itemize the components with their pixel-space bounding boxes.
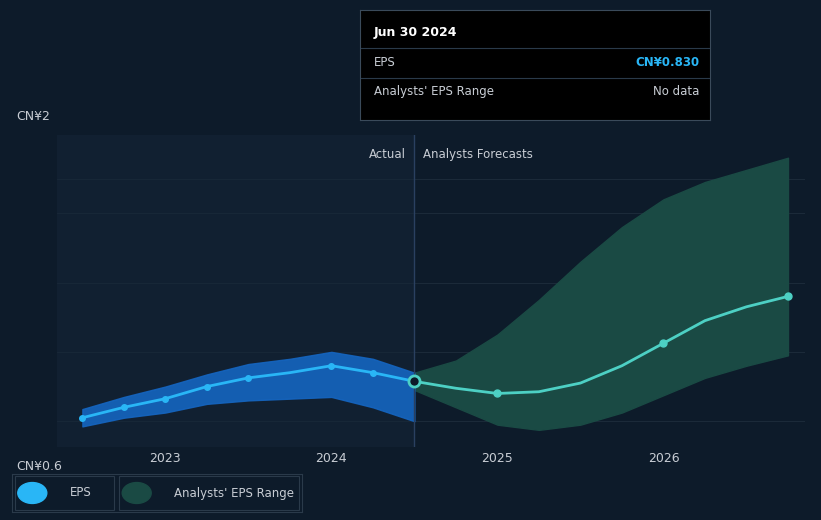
Text: CN¥0.830: CN¥0.830 bbox=[635, 56, 699, 69]
Text: CN¥0.6: CN¥0.6 bbox=[16, 460, 62, 473]
FancyBboxPatch shape bbox=[119, 476, 299, 510]
Text: Jun 30 2024: Jun 30 2024 bbox=[374, 27, 457, 40]
Text: EPS: EPS bbox=[374, 56, 396, 69]
Ellipse shape bbox=[18, 483, 47, 503]
Text: Actual: Actual bbox=[369, 148, 406, 161]
Text: Analysts' EPS Range: Analysts' EPS Range bbox=[374, 85, 494, 98]
Text: Analysts Forecasts: Analysts Forecasts bbox=[423, 148, 533, 161]
Text: EPS: EPS bbox=[70, 487, 92, 500]
Text: Analysts' EPS Range: Analysts' EPS Range bbox=[174, 487, 295, 500]
Bar bbox=[57, 135, 415, 447]
Text: CN¥2: CN¥2 bbox=[16, 110, 50, 123]
FancyBboxPatch shape bbox=[15, 476, 113, 510]
Text: No data: No data bbox=[654, 85, 699, 98]
Ellipse shape bbox=[122, 483, 151, 503]
